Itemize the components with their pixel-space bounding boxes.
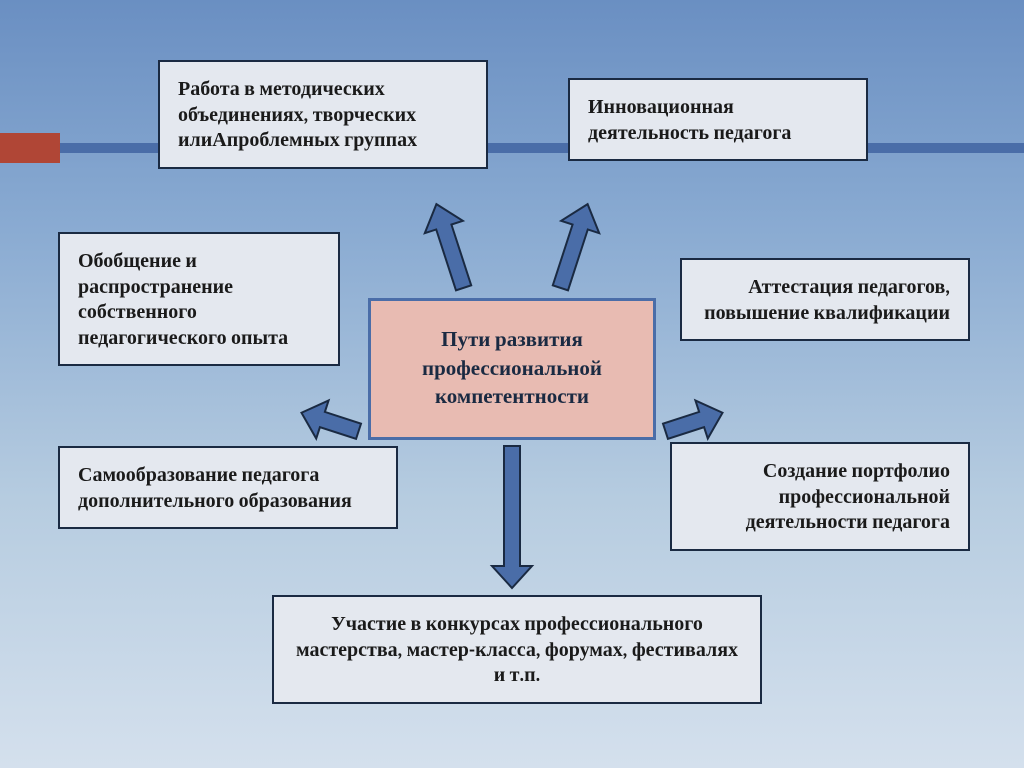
node-label: Самообразование педагога дополнительного… bbox=[78, 463, 352, 512]
center-node: Пути развития профессиональной компетент… bbox=[368, 298, 656, 440]
decor-bar bbox=[0, 143, 1024, 153]
node-bottom: Участие в конкурсах профессионального ма… bbox=[272, 595, 762, 704]
node-top-right: Инновационная деятельность педагога bbox=[568, 78, 868, 161]
decor-square bbox=[0, 133, 60, 163]
arrow-right-icon bbox=[660, 396, 728, 448]
node-low-right: Создание портфолио профессиональной деят… bbox=[670, 442, 970, 551]
arrow-up-left-icon bbox=[422, 198, 478, 296]
arrow-down-icon bbox=[486, 442, 538, 592]
node-label: Работа в методических объединениях, твор… bbox=[178, 77, 417, 151]
node-mid-left: Обобщение и распространение собственного… bbox=[58, 232, 340, 366]
arrow-left-icon bbox=[296, 396, 364, 448]
node-top-left: Работа в методических объединениях, твор… bbox=[158, 60, 488, 169]
node-label: Аттестация педагогов, повышение квалифик… bbox=[704, 275, 950, 324]
node-label: Участие в конкурсах профессионального ма… bbox=[296, 612, 738, 686]
node-low-left: Самообразование педагога дополнительного… bbox=[58, 446, 398, 529]
node-label: Создание портфолио профессиональной деят… bbox=[746, 459, 950, 533]
node-label: Инновационная деятельность педагога bbox=[588, 95, 791, 144]
node-label: Обобщение и распространение собственного… bbox=[78, 249, 288, 349]
node-mid-right: Аттестация педагогов, повышение квалифик… bbox=[680, 258, 970, 341]
center-label: Пути развития профессиональной компетент… bbox=[379, 326, 645, 411]
arrow-up-right-icon bbox=[546, 198, 602, 296]
